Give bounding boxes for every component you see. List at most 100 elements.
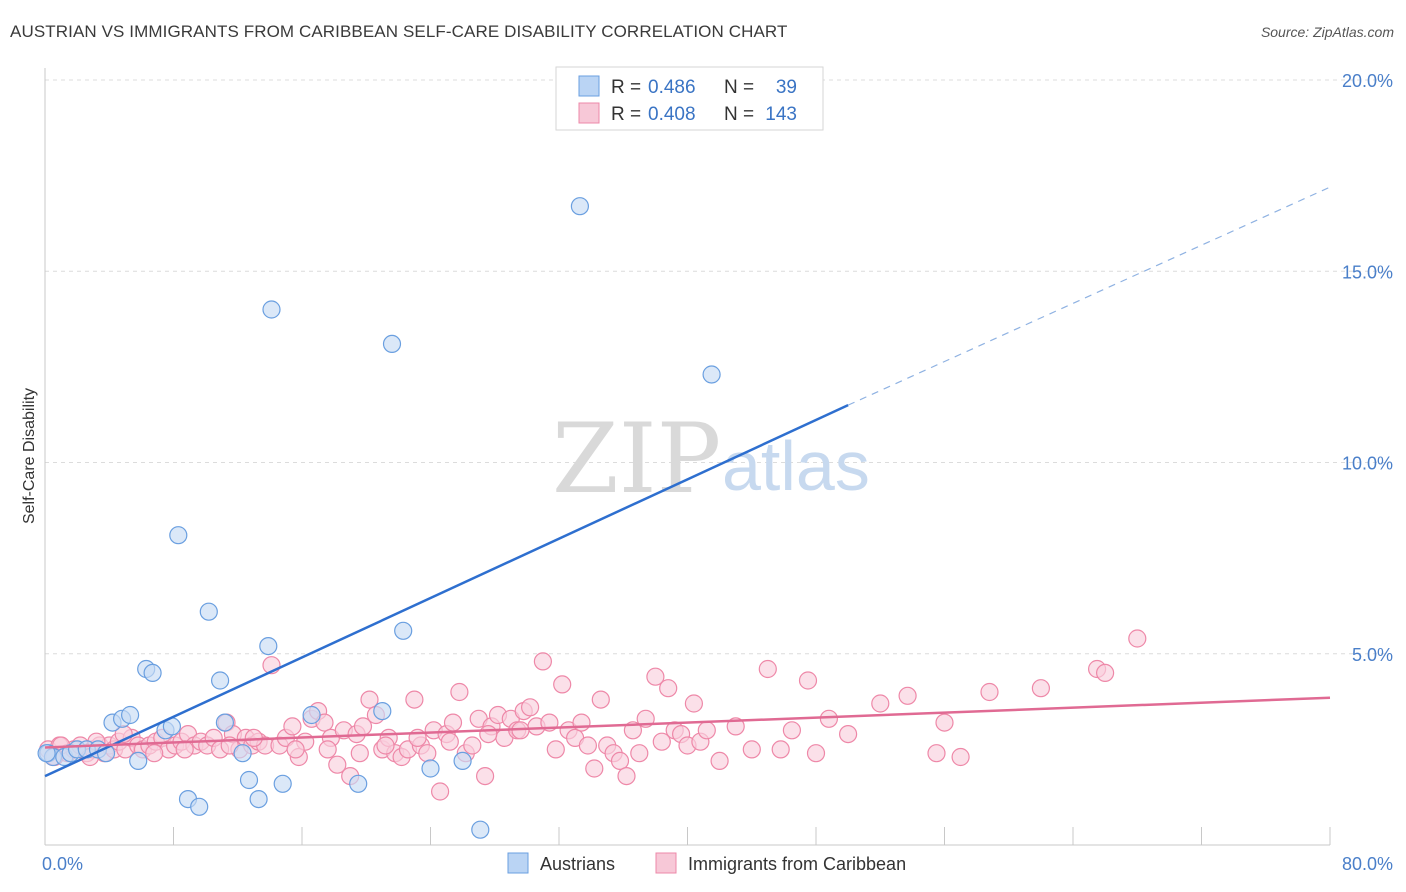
caribbean-point xyxy=(610,751,630,771)
austrian-point xyxy=(37,744,56,763)
caribbean-point xyxy=(806,744,826,763)
caribbean-point xyxy=(798,671,818,690)
axes xyxy=(44,68,1331,846)
caribbean-point xyxy=(350,744,369,763)
y-tick-labels: 5.0% 10.0% 15.0% 20.0% xyxy=(1342,71,1393,665)
caribbean-point xyxy=(479,724,498,744)
legend-r-value: 0.408 xyxy=(648,104,696,125)
y-axis-label: Self-Care Disability xyxy=(21,388,38,524)
legend-r-label: R = xyxy=(611,77,641,98)
austrian-point xyxy=(394,621,413,640)
austrian-point xyxy=(421,759,440,778)
caribbean-point xyxy=(927,744,946,763)
caribbean-point xyxy=(819,709,839,728)
x-tick-labels: 0.0% 80.0% xyxy=(42,854,1393,874)
austrian-point xyxy=(471,820,490,839)
series-legend-swatch-austrians xyxy=(507,852,529,874)
austrian-point xyxy=(702,365,721,384)
austrian-point xyxy=(302,705,321,725)
caribbean-point xyxy=(440,732,459,751)
legend-n-value: 143 xyxy=(765,104,797,125)
chart-title: AUSTRIAN VS IMMIGRANTS FROM CARIBBEAN SE… xyxy=(10,22,788,41)
caribbean-point xyxy=(145,744,164,763)
caribbean-point xyxy=(646,667,665,686)
austrian-point xyxy=(273,774,292,793)
austrian-point xyxy=(169,526,188,545)
y-tick-label: 5.0% xyxy=(1352,645,1393,665)
austrian-point xyxy=(199,602,218,621)
caribbean-point xyxy=(630,744,649,763)
caribbean-trend-line xyxy=(44,696,1331,749)
caribbean-point xyxy=(450,682,469,702)
caribbean-point xyxy=(1128,629,1147,648)
watermark-atlas: atlas xyxy=(722,427,870,505)
caribbean-point xyxy=(980,682,999,702)
caribbean-point xyxy=(546,740,565,759)
caribbean-point xyxy=(572,713,591,732)
austrian-point xyxy=(239,770,259,790)
watermark: ZIP atlas xyxy=(552,403,870,515)
series-legend-swatch-caribbean xyxy=(655,852,677,874)
austrian-point xyxy=(129,751,148,771)
y-tick-label: 15.0% xyxy=(1342,262,1393,282)
series-legend: Austrians Immigrants from Caribbean xyxy=(507,852,906,874)
watermark-zip: ZIP xyxy=(552,403,721,515)
legend-r-label: R = xyxy=(611,104,641,125)
austrian-point xyxy=(143,663,162,683)
legend-swatch-austrians xyxy=(578,75,600,97)
caribbean-point xyxy=(418,744,437,763)
caribbean-point xyxy=(758,659,777,679)
caribbean-point xyxy=(318,740,337,759)
caribbean-point xyxy=(951,747,970,767)
austrian-point xyxy=(262,300,281,319)
caribbean-point xyxy=(376,736,395,755)
caribbean-point xyxy=(328,755,347,774)
caribbean-point xyxy=(443,713,463,732)
caribbean-point xyxy=(405,690,424,709)
austrian-point xyxy=(570,197,590,216)
legend-n-label: N = xyxy=(724,104,754,125)
caribbean-point xyxy=(871,694,890,713)
series-legend-label-austrians: Austrians xyxy=(540,854,615,874)
austrian-point xyxy=(215,713,234,732)
x-tick-label: 80.0% xyxy=(1342,854,1393,874)
caribbean-point xyxy=(935,713,954,732)
chart-source: Source: ZipAtlas.com xyxy=(1260,24,1394,40)
caribbean-point xyxy=(838,724,858,744)
caribbean-point xyxy=(476,766,495,786)
austrian-point xyxy=(233,744,252,763)
legend-swatch-caribbean xyxy=(578,102,600,124)
caribbean-point xyxy=(1031,679,1051,698)
correlation-legend: R = 0.486 N = 39 R = 0.408 N = 143 xyxy=(555,66,824,131)
caribbean-point xyxy=(652,732,671,751)
y-tick-label: 20.0% xyxy=(1342,71,1393,91)
caribbean-point xyxy=(578,736,598,755)
caribbean-point xyxy=(1095,663,1115,683)
caribbean-point xyxy=(553,675,572,694)
caribbean-point xyxy=(710,751,729,771)
austrian-point xyxy=(373,701,392,721)
austrian-point xyxy=(259,636,278,656)
caribbean-point xyxy=(360,690,379,709)
austrian-point xyxy=(453,751,472,771)
caribbean-point xyxy=(533,652,553,671)
austrian-point xyxy=(382,334,402,353)
series-legend-label-caribbean: Immigrants from Caribbean xyxy=(688,854,906,874)
caribbean-point xyxy=(742,740,761,759)
caribbean-point xyxy=(463,736,482,755)
austrian-point xyxy=(211,671,230,690)
caribbean-point xyxy=(617,766,636,786)
caribbean-point xyxy=(286,740,305,759)
trend-lines xyxy=(44,186,1331,778)
caribbean-point xyxy=(431,782,450,801)
legend-n-value: 39 xyxy=(776,77,797,98)
austrian-point xyxy=(121,705,140,725)
legend-r-value: 0.486 xyxy=(648,77,696,98)
x-tick-label: 0.0% xyxy=(42,854,83,874)
grid-lines xyxy=(45,79,1390,655)
caribbean-point xyxy=(697,721,716,740)
caribbean-point xyxy=(520,698,540,717)
legend-box xyxy=(555,66,824,131)
caribbean-point xyxy=(684,694,704,713)
